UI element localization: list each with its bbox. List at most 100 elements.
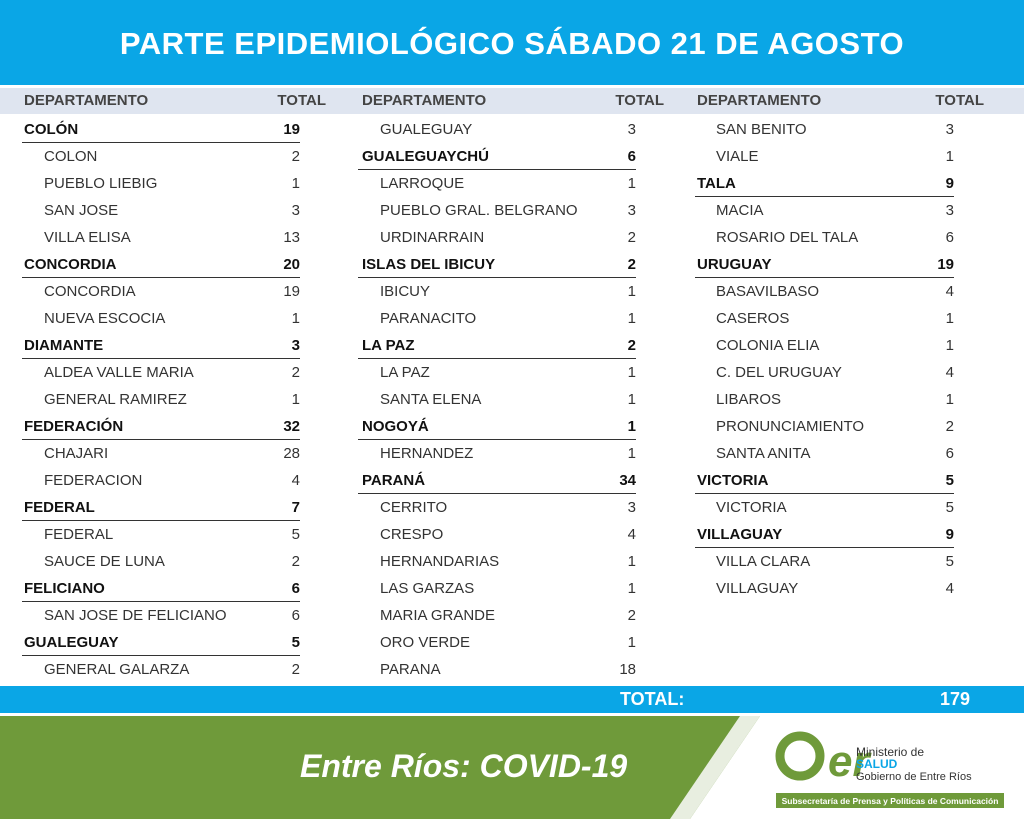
department-underline xyxy=(22,358,300,359)
column-header-band xyxy=(0,88,1024,114)
locality-name: ORO VERDE xyxy=(380,634,471,651)
department-total: 7 xyxy=(291,499,300,516)
logo-line: Gobierno de Entre Ríos xyxy=(856,771,972,783)
locality-total: 19 xyxy=(283,283,300,300)
locality-total: 5 xyxy=(945,499,954,516)
department-total: 19 xyxy=(283,121,300,138)
locality-name: LA PAZ xyxy=(380,364,430,381)
footer-text: Entre Ríos: COVID-19 xyxy=(300,748,628,784)
locality-name: BASAVILBASO xyxy=(716,283,820,300)
department-name: URUGUAY xyxy=(697,256,772,273)
locality-name: C. DEL URUGUAY xyxy=(716,364,842,381)
locality-total: 2 xyxy=(291,364,300,381)
department-total: 2 xyxy=(627,256,636,273)
department-underline xyxy=(695,196,954,197)
department-total: 32 xyxy=(283,418,300,435)
locality-name: COLON xyxy=(44,148,98,165)
locality-name: GENERAL RAMIREZ xyxy=(44,391,187,408)
locality-total: 4 xyxy=(945,364,954,381)
locality-total: 1 xyxy=(627,580,636,597)
locality-name: ALDEA VALLE MARIA xyxy=(44,364,194,381)
locality-name: PARANACITO xyxy=(380,310,477,327)
department-underline xyxy=(22,142,300,143)
department-underline xyxy=(358,439,636,440)
locality-total: 1 xyxy=(291,175,300,192)
department-underline xyxy=(358,358,636,359)
locality-total: 1 xyxy=(291,391,300,408)
locality-total: 1 xyxy=(627,391,636,408)
locality-total: 18 xyxy=(619,661,636,678)
locality-name: SAUCE DE LUNA xyxy=(44,553,165,570)
total-value: 179 xyxy=(939,689,971,709)
locality-name: PUEBLO LIEBIG xyxy=(44,175,158,192)
department-underline xyxy=(22,601,300,602)
locality-name: PUEBLO GRAL. BELGRANO xyxy=(380,202,578,219)
locality-total: 3 xyxy=(627,202,636,219)
department-underline xyxy=(358,277,636,278)
locality-name: MACIA xyxy=(716,202,764,219)
locality-name: HERNANDARIAS xyxy=(380,553,500,570)
department-name: COLÓN xyxy=(24,121,79,138)
department-total: 5 xyxy=(291,634,300,651)
logo-line: SALUD xyxy=(856,757,898,771)
locality-total: 1 xyxy=(627,283,636,300)
department-name: NOGOYÁ xyxy=(362,418,429,435)
department-name: PARANÁ xyxy=(362,472,426,489)
locality-name: LIBAROS xyxy=(716,391,782,408)
locality-total: 3 xyxy=(291,202,300,219)
locality-total: 1 xyxy=(945,148,954,165)
header-band xyxy=(0,0,1024,85)
logo-strip: Subsecretaría de Prensa y Políticas de C… xyxy=(782,796,999,806)
column-header: TOTAL xyxy=(615,92,664,109)
department-total: 6 xyxy=(291,580,300,597)
locality-total: 2 xyxy=(291,553,300,570)
locality-name: SAN BENITO xyxy=(716,121,807,138)
locality-total: 1 xyxy=(627,175,636,192)
department-underline xyxy=(22,520,300,521)
department-total: 2 xyxy=(627,337,636,354)
department-name: GUALEGUAY xyxy=(24,634,119,651)
department-name: VICTORIA xyxy=(697,472,769,489)
locality-total: 2 xyxy=(945,418,954,435)
locality-name: FEDERACION xyxy=(44,472,143,489)
department-underline xyxy=(695,277,954,278)
locality-total: 6 xyxy=(945,229,954,246)
locality-name: URDINARRAIN xyxy=(380,229,485,246)
department-name: FELICIANO xyxy=(24,580,105,597)
department-total: 20 xyxy=(283,256,300,273)
locality-name: CRESPO xyxy=(380,526,444,543)
locality-total: 6 xyxy=(945,445,954,462)
locality-total: 4 xyxy=(291,472,300,489)
department-underline xyxy=(358,169,636,170)
total-band xyxy=(0,686,1024,713)
department-name: ISLAS DEL IBICUY xyxy=(362,256,496,273)
total-label: TOTAL: xyxy=(620,689,685,709)
locality-total: 6 xyxy=(291,607,300,624)
locality-total: 1 xyxy=(627,553,636,570)
footer: er Ministerio de SALUD Gobierno de Entre… xyxy=(0,716,1024,819)
locality-name: CASEROS xyxy=(716,310,790,327)
locality-name: GUALEGUAY xyxy=(380,121,473,138)
locality-total: 4 xyxy=(945,283,954,300)
locality-name: CERRITO xyxy=(380,499,448,516)
locality-total: 1 xyxy=(945,391,954,408)
locality-total: 3 xyxy=(945,121,954,138)
locality-name: VILLA ELISA xyxy=(44,229,131,246)
title: PARTE EPIDEMIOLÓGICO SÁBADO 21 DE AGOSTO xyxy=(119,26,905,61)
locality-name: SANTA ANITA xyxy=(716,445,811,462)
department-name: GUALEGUAYCHÚ xyxy=(362,148,489,165)
department-total: 3 xyxy=(291,337,300,354)
locality-name: VICTORIA xyxy=(716,499,787,516)
column-header: TOTAL xyxy=(277,92,326,109)
locality-name: VILLA CLARA xyxy=(716,553,811,570)
logo-line: Ministerio de xyxy=(856,745,924,759)
department-underline xyxy=(22,439,300,440)
department-total: 5 xyxy=(945,472,954,489)
department-name: LA PAZ xyxy=(362,337,415,354)
locality-name: NUEVA ESCOCIA xyxy=(44,310,166,327)
department-name: VILLAGUAY xyxy=(697,526,783,543)
locality-total: 1 xyxy=(627,310,636,327)
locality-name: MARIA GRANDE xyxy=(380,607,496,624)
locality-name: SAN JOSE xyxy=(44,202,119,219)
locality-name: COLONIA ELIA xyxy=(716,337,820,354)
